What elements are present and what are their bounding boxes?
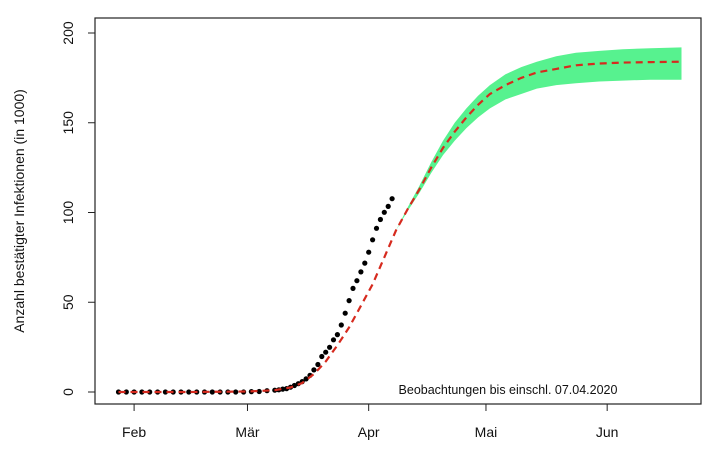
observed-point	[315, 361, 321, 368]
observed-point	[389, 196, 395, 202]
y-axis: 0 50 100 150 200	[60, 21, 95, 396]
y-tick-label: 200	[60, 21, 76, 45]
observed-point	[233, 389, 239, 395]
observed-point	[209, 389, 215, 395]
observed-point	[373, 225, 380, 231]
observation-note: Beobachtungen bis einschl. 07.04.2020	[399, 383, 618, 397]
observed-point	[186, 389, 192, 395]
observed-point	[330, 337, 337, 343]
observed-point	[147, 389, 153, 395]
observed-point	[280, 386, 286, 392]
observed-point	[385, 203, 391, 209]
observed-point	[139, 389, 145, 395]
observed-point	[334, 332, 340, 338]
observed-point	[342, 310, 348, 316]
observed-point	[377, 216, 383, 223]
prediction-band	[396, 47, 682, 231]
x-tick-label: Mär	[235, 424, 259, 440]
observed-point	[123, 389, 129, 395]
y-axis-title: Anzahl bestätigter Infektionen (in 1000)	[11, 89, 27, 333]
observed-point	[366, 249, 372, 255]
observed-point	[381, 209, 387, 215]
plot-frame	[94, 17, 702, 405]
observed-point	[370, 237, 376, 243]
observed-point	[311, 367, 317, 373]
plot-layer	[115, 47, 682, 395]
y-tick-label: 50	[60, 294, 76, 310]
x-tick-label: Feb	[122, 424, 146, 440]
fit-line	[118, 60, 682, 394]
y-tick-label: 100	[60, 201, 76, 225]
y-tick-label: 150	[60, 111, 76, 135]
x-axis: Feb Mär Apr Mai Jun	[122, 404, 618, 440]
observed-point	[350, 285, 356, 291]
observed-point	[319, 353, 325, 360]
x-tick-label: Jun	[596, 424, 619, 440]
observed-point	[346, 298, 352, 304]
observed-point	[354, 278, 360, 284]
observed-point	[327, 344, 333, 350]
observed-point	[303, 376, 309, 382]
y-tick-label: 0	[60, 388, 76, 396]
observed-point	[338, 322, 344, 328]
observed-point	[256, 388, 262, 395]
x-tick-label: Mai	[475, 424, 498, 440]
observed-point	[362, 260, 368, 266]
observed-point	[358, 269, 364, 275]
x-tick-label: Apr	[358, 424, 380, 440]
observed-point	[323, 349, 329, 355]
observed-point	[162, 389, 168, 395]
